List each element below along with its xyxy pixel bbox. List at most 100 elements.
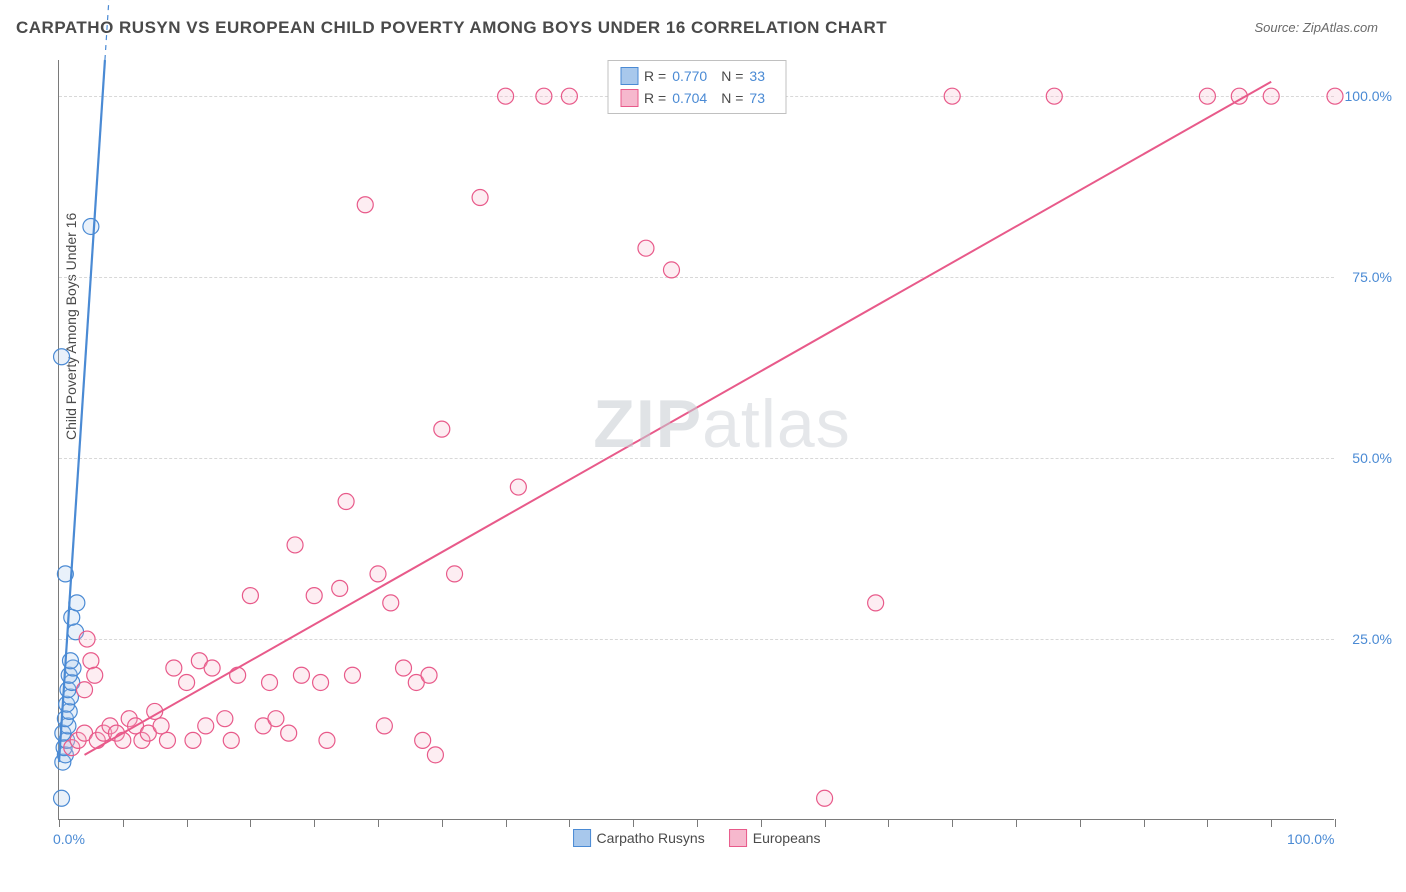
x-tick bbox=[569, 819, 570, 827]
legend-stats-row: R =0.704N =73 bbox=[620, 87, 773, 109]
x-tick bbox=[59, 819, 60, 827]
scatter-point bbox=[415, 732, 431, 748]
scatter-point bbox=[498, 88, 514, 104]
scatter-point bbox=[179, 674, 195, 690]
legend-swatch bbox=[620, 67, 638, 85]
scatter-point bbox=[230, 667, 246, 683]
scatter-point bbox=[383, 595, 399, 611]
x-tick bbox=[825, 819, 826, 827]
scatter-point bbox=[204, 660, 220, 676]
scatter-point bbox=[64, 609, 80, 625]
scatter-point bbox=[396, 660, 412, 676]
source-label: Source: ZipAtlas.com bbox=[1254, 20, 1378, 35]
legend-series-label: Europeans bbox=[753, 830, 821, 846]
n-value: 33 bbox=[749, 65, 765, 87]
x-tick bbox=[1271, 819, 1272, 827]
scatter-point bbox=[421, 667, 437, 683]
scatter-point bbox=[663, 262, 679, 278]
legend-series-item: Europeans bbox=[729, 829, 821, 847]
x-tick bbox=[314, 819, 315, 827]
scatter-point bbox=[115, 732, 131, 748]
plot-area: Child Poverty Among Boys Under 16 25.0%5… bbox=[58, 60, 1334, 820]
x-tick bbox=[952, 819, 953, 827]
y-tick-label: 100.0% bbox=[1345, 88, 1392, 104]
n-label: N = bbox=[721, 65, 743, 87]
n-value: 73 bbox=[749, 87, 765, 109]
x-tick bbox=[378, 819, 379, 827]
x-tick bbox=[888, 819, 889, 827]
x-tick bbox=[250, 819, 251, 827]
scatter-point bbox=[434, 421, 450, 437]
scatter-point bbox=[306, 588, 322, 604]
scatter-point bbox=[944, 88, 960, 104]
x-tick bbox=[761, 819, 762, 827]
legend-series: Carpatho Rusyns Europeans bbox=[573, 829, 821, 847]
scatter-point bbox=[159, 732, 175, 748]
scatter-point bbox=[344, 667, 360, 683]
scatter-point bbox=[79, 631, 95, 647]
scatter-point bbox=[1199, 88, 1215, 104]
x-tick bbox=[187, 819, 188, 827]
x-tick bbox=[697, 819, 698, 827]
x-tick bbox=[1144, 819, 1145, 827]
scatter-point bbox=[472, 190, 488, 206]
scatter-point bbox=[868, 595, 884, 611]
scatter-point bbox=[357, 197, 373, 213]
scatter-point bbox=[262, 674, 278, 690]
x-tick-label: 100.0% bbox=[1287, 831, 1334, 847]
scatter-point bbox=[69, 595, 85, 611]
scatter-svg bbox=[59, 60, 1334, 819]
scatter-point bbox=[293, 667, 309, 683]
x-tick bbox=[1080, 819, 1081, 827]
scatter-point bbox=[83, 218, 99, 234]
r-value: 0.770 bbox=[672, 65, 707, 87]
scatter-point bbox=[447, 566, 463, 582]
scatter-point bbox=[427, 747, 443, 763]
scatter-point bbox=[87, 667, 103, 683]
chart-title: CARPATHO RUSYN VS EUROPEAN CHILD POVERTY… bbox=[16, 18, 887, 38]
scatter-point bbox=[319, 732, 335, 748]
x-tick bbox=[1207, 819, 1208, 827]
x-tick bbox=[1016, 819, 1017, 827]
scatter-point bbox=[198, 718, 214, 734]
scatter-point bbox=[561, 88, 577, 104]
scatter-point bbox=[376, 718, 392, 734]
legend-swatch bbox=[620, 89, 638, 107]
r-label: R = bbox=[644, 87, 666, 109]
scatter-point bbox=[281, 725, 297, 741]
scatter-point bbox=[1263, 88, 1279, 104]
y-tick-label: 50.0% bbox=[1352, 450, 1392, 466]
scatter-point bbox=[370, 566, 386, 582]
scatter-point bbox=[510, 479, 526, 495]
x-tick bbox=[442, 819, 443, 827]
scatter-point bbox=[242, 588, 258, 604]
scatter-point bbox=[54, 790, 70, 806]
scatter-point bbox=[217, 711, 233, 727]
scatter-point bbox=[1327, 88, 1343, 104]
legend-stats-row: R = 0.770 N = 33 bbox=[620, 65, 773, 87]
scatter-point bbox=[223, 732, 239, 748]
r-label: R = bbox=[644, 65, 666, 87]
x-tick bbox=[633, 819, 634, 827]
scatter-point bbox=[338, 494, 354, 510]
y-tick-label: 25.0% bbox=[1352, 631, 1392, 647]
scatter-point bbox=[536, 88, 552, 104]
r-value: 0.704 bbox=[672, 87, 707, 109]
legend-swatch bbox=[573, 829, 591, 847]
scatter-point bbox=[332, 580, 348, 596]
scatter-point bbox=[287, 537, 303, 553]
x-tick bbox=[506, 819, 507, 827]
scatter-point bbox=[638, 240, 654, 256]
legend-series-label: Carpatho Rusyns bbox=[597, 830, 705, 846]
scatter-point bbox=[166, 660, 182, 676]
scatter-point bbox=[268, 711, 284, 727]
scatter-point bbox=[153, 718, 169, 734]
legend-swatch bbox=[729, 829, 747, 847]
scatter-point bbox=[83, 653, 99, 669]
scatter-point bbox=[817, 790, 833, 806]
x-tick bbox=[123, 819, 124, 827]
trend-line bbox=[85, 82, 1272, 755]
x-tick-label: 0.0% bbox=[53, 831, 85, 847]
legend-series-item: Carpatho Rusyns bbox=[573, 829, 705, 847]
scatter-point bbox=[54, 349, 70, 365]
